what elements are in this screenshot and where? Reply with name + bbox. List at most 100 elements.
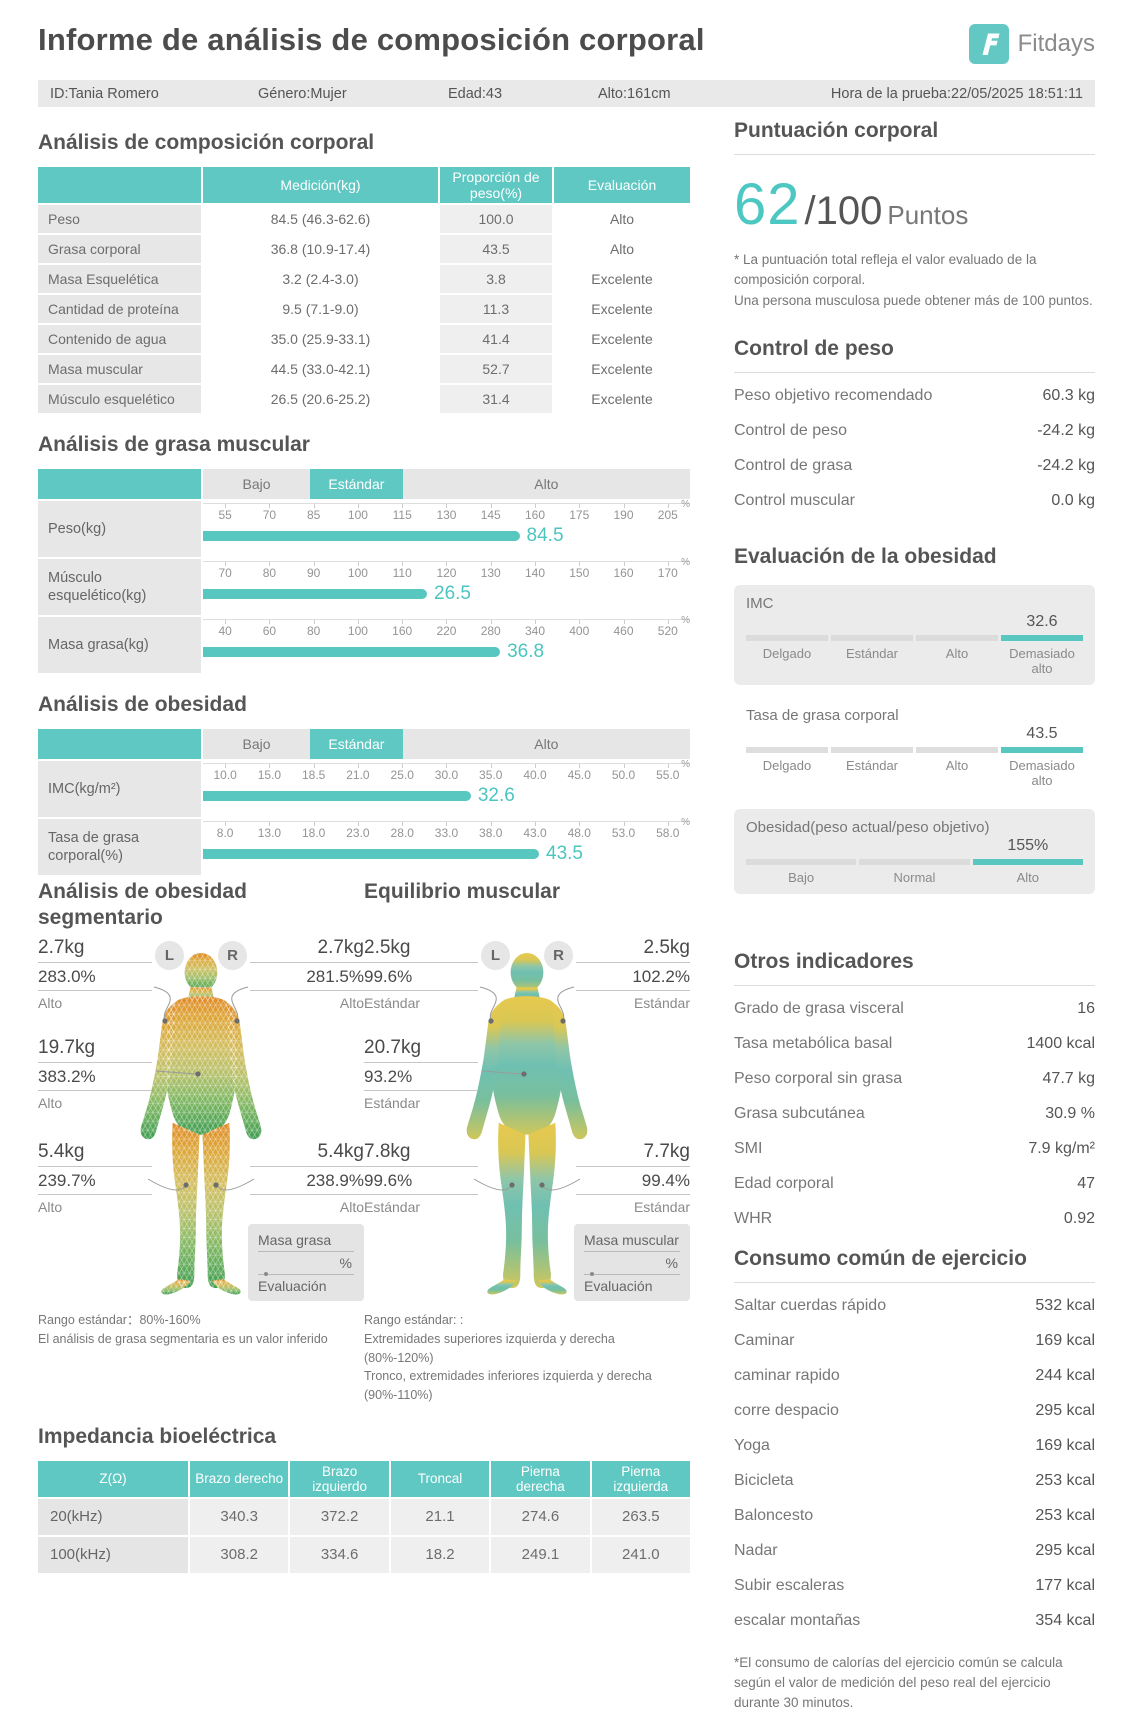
- tick-label: 145: [469, 504, 513, 522]
- segment-bar: [916, 746, 998, 753]
- table-row: Masa muscular 44.5 (33.0-42.1) 52.7 Exce…: [38, 355, 690, 384]
- row-evaluation: Excelente: [554, 265, 690, 294]
- item-label: WHR: [734, 1210, 773, 1228]
- page-title: Informe de análisis de composición corpo…: [38, 22, 705, 57]
- bar-track: 84.5: [203, 522, 690, 550]
- segment-label: Demasiado alto: [1009, 757, 1075, 788]
- level-standard: Estándar: [310, 729, 403, 760]
- exercise-title: Consumo común de ejercicio: [734, 1247, 1095, 1283]
- value-bar: [203, 589, 428, 600]
- left-arm-muscle-eval: Estándar: [364, 995, 421, 1012]
- left-arm-fat-pct: 283.0%: [38, 963, 152, 992]
- item-value: 177 kcal: [1035, 1577, 1095, 1595]
- right-arm-fat-kg: 2.7kg: [250, 937, 364, 964]
- segment-label: Normal: [893, 869, 936, 885]
- list-item: Control muscular 0.0 kg: [734, 484, 1095, 519]
- level-high: Alto: [534, 476, 559, 493]
- row-proportion: 52.7: [440, 355, 552, 384]
- item-value: 0.92: [1063, 1210, 1095, 1228]
- segment-label: Alto: [1016, 869, 1040, 885]
- impedance-value: 334.6: [290, 1536, 389, 1573]
- item-value: 60.3 kg: [1042, 387, 1095, 405]
- item-label: SMI: [734, 1140, 763, 1158]
- bar-track: 36.8: [203, 638, 690, 666]
- right-arm-fat-pct: 281.5%: [250, 963, 364, 992]
- scale-area: % 8.0 13.0 18.0 23.0 28.0 33.0 38.0 43.0 48.0 53.…: [203, 817, 690, 875]
- list-item: Peso objetivo recomendado 60.3 kg: [734, 379, 1095, 414]
- item-value: 0.0 kg: [1051, 492, 1095, 510]
- tick-label: 340: [513, 620, 557, 638]
- item-value: 47.7 kg: [1042, 1070, 1095, 1088]
- table-row: Grasa corporal 36.8 (10.9-17.4) 43.5 Alt…: [38, 235, 690, 264]
- item-label: Control de peso: [734, 422, 847, 440]
- item-label: Control muscular: [734, 492, 855, 510]
- item-label: Peso objetivo recomendado: [734, 387, 933, 405]
- tick-label: 400: [557, 620, 601, 638]
- tick-label: 130: [424, 504, 468, 522]
- row-label: Cantidad de proteína: [38, 295, 201, 324]
- item-value: 532 kcal: [1035, 1297, 1095, 1315]
- tick-label: 90: [292, 562, 336, 580]
- range-segment: Delgado: [746, 725, 828, 788]
- right-leg-fat-kg: 5.4kg: [250, 1141, 364, 1168]
- segmental-fat-title: Análisis de obesidad segmentario: [38, 880, 247, 930]
- impedance-value: 372.2: [290, 1498, 389, 1535]
- right-column: Puntuación corporal 62 /100 Puntos * La …: [734, 117, 1095, 1714]
- segment-value: [746, 725, 828, 747]
- range-segment: Bajo: [746, 837, 857, 885]
- item-label: Control de grasa: [734, 457, 853, 475]
- tick-label: 130: [469, 562, 513, 580]
- impedance-values: 340.3 372.2 21.1 274.6 263.5: [190, 1498, 691, 1535]
- item-value: 169 kcal: [1035, 1437, 1095, 1455]
- list-item: Control de peso -24.2 kg: [734, 414, 1095, 449]
- item-value: 47: [1077, 1175, 1095, 1193]
- impedance-row-20khz: 20(kHz) 340.3 372.2 21.1 274.6 263.5: [38, 1498, 691, 1535]
- composition-table-body: Peso 84.5 (46.3-62.6) 100.0 Alto Grasa c…: [38, 205, 690, 414]
- left-leg-fat-eval: Alto: [38, 1199, 63, 1216]
- right-mark-badge: R: [218, 941, 247, 971]
- left-leg-fat-pct: 239.7%: [38, 1167, 152, 1196]
- bmi-segments: Delgado Estándar Alto: [746, 613, 1083, 676]
- brand-name: Fitdays: [1017, 30, 1095, 57]
- segmental-fat-footnote: Rango estándar：80%-160% El análisis de g…: [38, 1311, 364, 1349]
- header-cell-empty: [38, 167, 201, 204]
- tick-row: 40 60 80 100 160 220 280 340 400 460 520: [203, 619, 690, 638]
- muscle-balance-panel: Equilibrio muscular: [364, 879, 690, 1405]
- level-standard: Estándar: [310, 469, 403, 500]
- composition-table: Medición(kg) Proporción de peso(%) Evalu…: [38, 167, 690, 414]
- tick-label: 30.0: [424, 764, 468, 782]
- left-arm-fat-eval: Alto: [38, 995, 63, 1012]
- list-item: caminar rapido 244 kcal: [734, 1359, 1095, 1394]
- left-arm-fat-kg: 2.7kg: [38, 937, 152, 964]
- tick-label: 80: [247, 562, 291, 580]
- item-label: Yoga: [734, 1437, 770, 1455]
- trunk-muscle: 20.7kg 93.2% Estándar: [364, 1037, 478, 1111]
- segment-bar: [746, 746, 828, 753]
- list-item: SMI 7.9 kg/m²: [734, 1132, 1095, 1167]
- row-measure: 36.8 (10.9-17.4): [203, 235, 438, 264]
- scale-row-skeletal-muscle: Músculo esquelético(kg) % 70 80 90 100 110 12…: [38, 557, 690, 616]
- left-column: Análisis de composición corporal Medició…: [38, 117, 691, 1575]
- list-item: Control de grasa -24.2 kg: [734, 449, 1095, 484]
- segment-label: Estándar: [845, 757, 899, 773]
- obesity-analysis-scales: Bajo Estándar Alto IMC(kg/m²) % 10.0 15.0…: [38, 729, 690, 876]
- scale-row-bmi: IMC(kg/m²) % 10.0 15.0 18.5 21.0 25.0 30.0 35.…: [38, 759, 690, 818]
- score-value: 62: [734, 172, 801, 237]
- muscle-legend-box: Masa muscular % Evaluación: [574, 1224, 690, 1302]
- tick-label: 100: [336, 562, 380, 580]
- footnote-range: Rango estándar: :: [364, 1313, 464, 1328]
- tick-label: 160: [513, 504, 557, 522]
- left-leg-muscle: 7.8kg 99.6% Estándar: [364, 1141, 478, 1215]
- row-label: Masa Esquelética: [38, 265, 201, 294]
- row-measure: 3.2 (2.4-3.0): [203, 265, 438, 294]
- range-segment: Estándar: [831, 613, 913, 676]
- trunk-fat-eval: Alto: [38, 1095, 63, 1112]
- tick-label: 55.0: [646, 764, 690, 782]
- item-label: Edad corporal: [734, 1175, 834, 1193]
- tick-label: 15.0: [247, 764, 291, 782]
- tick-label: 23.0: [336, 822, 380, 840]
- tick-label: 8.0: [203, 822, 247, 840]
- header-cell-measure: Medición(kg): [203, 167, 438, 204]
- legend-eval-label: Evaluación: [258, 1278, 327, 1295]
- table-row: Cantidad de proteína 9.5 (7.1-9.0) 11.3 …: [38, 295, 690, 324]
